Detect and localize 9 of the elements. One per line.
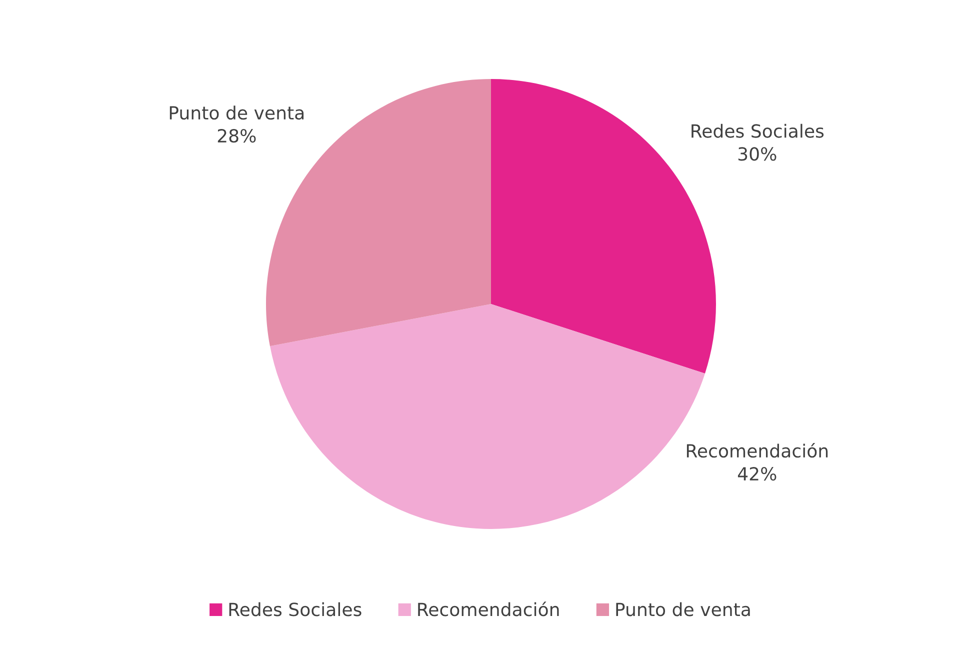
slice-label: Punto de venta (170, 106, 304, 120)
data-label: 28% (218, 128, 256, 143)
data-label: 30% (738, 147, 776, 161)
slice-label: Recomendación (686, 442, 828, 458)
legend-label: Punto de venta (616, 602, 750, 616)
slice-label: Redes Sociales (692, 124, 824, 138)
legend-label: Redes Sociales (229, 602, 362, 616)
data-label: 42% (738, 466, 776, 481)
legend-label: Recomendación (418, 602, 559, 616)
